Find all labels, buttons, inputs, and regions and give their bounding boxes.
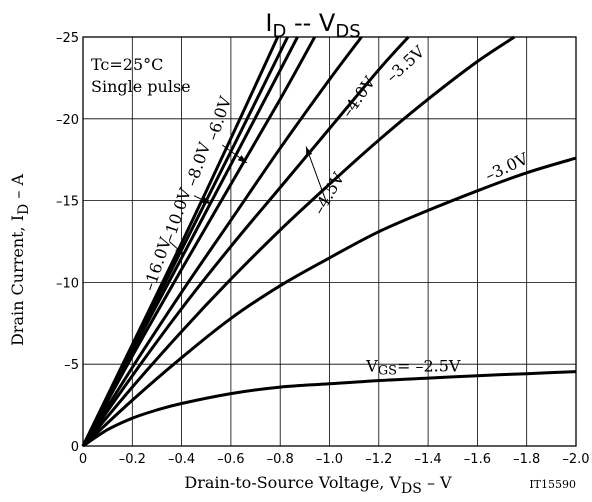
figure-id: IT15590 xyxy=(529,478,576,491)
x-tick-label: –2.0 xyxy=(562,452,589,467)
y-tick-label: –15 xyxy=(56,195,79,210)
curve-label: –4.0V xyxy=(338,73,380,121)
curves xyxy=(81,35,577,448)
curve-vgs-4 xyxy=(81,36,363,447)
y-tick-label: –25 xyxy=(56,31,79,46)
curve-vgs-5 xyxy=(81,35,410,447)
x-tick-label: –1.8 xyxy=(513,452,540,467)
y-axis-label: Drain Current, ID – A xyxy=(8,174,32,346)
curve-vgs-3 xyxy=(81,36,317,447)
x-tick-label: –1.2 xyxy=(365,452,392,467)
annotation-arrow-line xyxy=(305,146,327,201)
x-tick-label: –0.2 xyxy=(119,452,146,467)
y-tick-label: –20 xyxy=(56,113,79,128)
curve-label: –3.5V xyxy=(382,42,428,87)
x-tick-label: –1.6 xyxy=(464,452,491,467)
curve-label: –6.0V xyxy=(203,94,236,143)
y-tick-label: 0 xyxy=(71,440,79,455)
curve-label: VGS= –2.5V xyxy=(365,356,461,378)
curve-vgs-6 xyxy=(81,35,516,447)
plot-frame xyxy=(82,36,577,447)
curve-label: –4.5V xyxy=(309,169,348,218)
curve-vgs-8 xyxy=(82,370,577,448)
annotation-arrowhead xyxy=(306,146,313,157)
x-tick-label: –1.4 xyxy=(415,452,442,467)
y-tick-label: –10 xyxy=(56,276,79,291)
annotation-arrowhead xyxy=(201,197,212,204)
x-tick-label: 0 xyxy=(79,452,87,467)
annotation-arrows xyxy=(168,144,327,255)
condition-pulse: Single pulse xyxy=(91,77,191,96)
curve-vgs-7 xyxy=(81,156,577,448)
y-tick-label: –5 xyxy=(64,358,79,373)
annotation-arrowhead xyxy=(175,246,185,255)
x-tick-labels: 0 –0.2 –0.4 –0.6 –0.8 –1.0 –1.2 –1.4 –1.6 –1.8 –2.… xyxy=(79,452,590,467)
x-axis-label: Drain-to-Source Voltage, VDS – V xyxy=(184,473,452,497)
x-tick-label: –0.4 xyxy=(168,452,195,467)
x-tick-label: –0.8 xyxy=(267,452,294,467)
x-tick-label: –0.6 xyxy=(217,452,244,467)
y-tick-labels: 0 –5 –10 –15 –20 –25 xyxy=(56,31,79,455)
curve-labels: –16.0V–10.0V–8.0V–6.0V–4.5V–4.0V–3.5V–3.… xyxy=(139,42,531,379)
x-tick-label: –1.0 xyxy=(316,452,343,467)
condition-temperature: Tc=25°C xyxy=(91,55,163,74)
annotation-arrowhead xyxy=(237,155,247,163)
curve-vgs-2 xyxy=(81,36,299,447)
